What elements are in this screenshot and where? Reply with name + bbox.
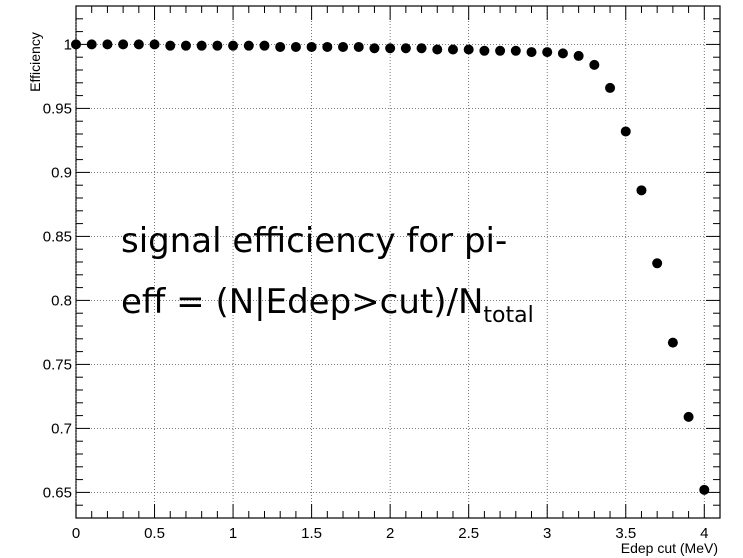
data-point [589,59,600,70]
data-point [243,40,254,51]
y-tick-label: 1 [64,36,72,53]
y-tick-label: 0.85 [43,228,72,245]
data-point [699,484,710,495]
data-point [463,44,474,55]
data-point [353,41,364,52]
x-tick-label: 3 [543,525,551,542]
x-tick-label: 4 [700,525,708,542]
data-point [259,40,270,51]
data-point [165,40,176,51]
data-point [71,39,81,50]
data-point [432,44,443,55]
data-point [338,41,349,52]
data-point [605,82,616,93]
x-tick-label: 1 [229,525,237,542]
grid-lines [75,6,720,518]
data-point [290,41,301,52]
data-point [385,43,396,54]
data-point [118,39,129,50]
data-point [542,47,553,58]
x-tick-label: 2.5 [458,525,479,542]
data-point [133,39,144,50]
x-tick-label: 1.5 [301,525,322,542]
y-tick-label: 0.65 [43,484,72,501]
annotation-line-2: eff = (N|Edep>cut)/Ntotal [121,282,534,328]
data-point [652,258,663,269]
x-tick-label: 0.5 [144,525,165,542]
annotation-subscript: total [483,303,533,328]
x-tick-label: 0 [72,525,80,542]
data-point [275,41,286,52]
annotation-line-1: signal efficiency for pi- [121,221,507,261]
y-tick-label: 0.7 [51,420,72,437]
y-axis-title: Efficiency [27,32,43,92]
data-point [306,41,317,52]
data-point [479,45,490,56]
data-point [495,45,506,56]
data-point [667,337,678,348]
y-tick-label: 0.8 [51,292,72,309]
data-point [86,39,97,50]
data-point [573,50,584,61]
data-point [636,185,647,196]
y-tick-label: 0.75 [43,356,72,373]
data-point [102,39,113,50]
x-axis-title: Edep cut (MeV) [621,540,718,556]
data-points [71,39,710,495]
y-tick-label: 0.9 [51,164,72,181]
x-tick-label: 2 [386,525,394,542]
data-point [620,126,631,137]
data-point [416,43,427,54]
data-point [510,45,521,56]
data-point [526,47,537,58]
x-tick-labels: 0 0.5 1 1.5 2 2.5 3 3.5 4 [72,525,709,542]
y-tick-label: 0.95 [43,100,72,117]
data-point [447,44,458,55]
data-point [369,43,380,54]
data-point [228,40,239,51]
annotation-formula: eff = (N|Edep>cut)/N [121,282,483,322]
data-point [149,39,160,50]
x-tick-label: 3.5 [615,525,636,542]
data-point [400,43,411,54]
data-point [212,40,223,51]
plot-frame [75,5,721,519]
data-point [322,41,333,52]
data-point [180,40,191,51]
data-point [683,411,694,422]
data-point [557,48,568,59]
axis-ticks [75,5,721,519]
data-point [196,40,207,51]
y-tick-labels: 0.65 0.7 0.75 0.8 0.85 0.9 0.95 1 [43,36,72,501]
